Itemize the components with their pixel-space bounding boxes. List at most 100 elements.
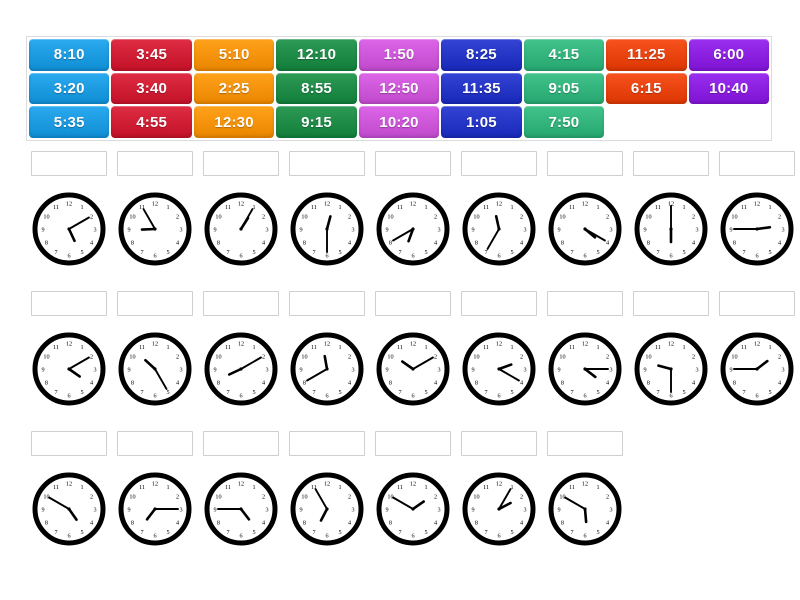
tile-slot-empty: [606, 106, 686, 138]
answer-drop-box[interactable]: [547, 291, 623, 316]
answer-drop-box[interactable]: [289, 431, 365, 456]
answer-drop-box[interactable]: [547, 151, 623, 176]
svg-text:3: 3: [351, 366, 354, 373]
time-tile[interactable]: 5:35: [29, 106, 110, 138]
svg-text:11: 11: [397, 484, 403, 491]
svg-text:7: 7: [226, 249, 229, 256]
svg-text:10: 10: [645, 213, 651, 220]
svg-text:10: 10: [43, 213, 49, 220]
answer-drop-box[interactable]: [461, 291, 537, 316]
svg-text:8: 8: [733, 239, 736, 246]
svg-text:12: 12: [238, 340, 244, 347]
time-tile[interactable]: 7:50: [523, 106, 605, 138]
time-tile[interactable]: 11:25: [606, 39, 687, 71]
answer-drop-box[interactable]: [375, 431, 451, 456]
answer-drop-box[interactable]: [633, 151, 709, 176]
answer-drop-box[interactable]: [633, 291, 709, 316]
svg-text:10: 10: [129, 213, 135, 220]
time-tile[interactable]: 5:10: [193, 39, 275, 71]
time-tile[interactable]: 10:40: [688, 72, 769, 105]
svg-text:2: 2: [778, 353, 781, 360]
answer-drop-box[interactable]: [461, 431, 537, 456]
answer-drop-box[interactable]: [31, 151, 107, 176]
answer-drop-box[interactable]: [719, 151, 795, 176]
svg-text:9: 9: [127, 366, 130, 373]
time-tile[interactable]: 2:25: [193, 72, 275, 105]
time-tile[interactable]: 1:05: [441, 106, 522, 138]
time-tile[interactable]: 10:20: [358, 106, 440, 138]
time-tile[interactable]: 9:15: [276, 106, 357, 138]
svg-text:6: 6: [497, 532, 500, 539]
svg-text:1: 1: [166, 484, 169, 491]
time-tile[interactable]: 9:05: [523, 72, 605, 105]
time-tile[interactable]: 3:45: [111, 39, 192, 71]
answer-drop-box[interactable]: [31, 291, 107, 316]
svg-text:10: 10: [129, 353, 135, 360]
clock-face-icon: 12 1 2 3 4 5 6 7 8 9 10 11: [117, 188, 193, 270]
time-tile[interactable]: 8:10: [29, 39, 110, 71]
answer-drop-box[interactable]: [375, 291, 451, 316]
answer-drop-box[interactable]: [117, 291, 193, 316]
clock-face-icon: 12 1 2 3 4 5 6 7 8 9 10 11: [461, 328, 537, 410]
answer-drop-box[interactable]: [117, 151, 193, 176]
svg-text:4: 4: [606, 379, 609, 386]
clock-face-icon: 12 1 2 3 4 5 6 7 8 9 10 11: [31, 328, 107, 410]
svg-text:1: 1: [338, 484, 341, 491]
svg-text:6: 6: [67, 532, 70, 539]
svg-text:6: 6: [325, 532, 328, 539]
svg-text:5: 5: [166, 389, 169, 396]
time-tile[interactable]: 1:50: [358, 39, 440, 71]
time-tile[interactable]: 12:10: [276, 39, 357, 71]
svg-text:6: 6: [325, 252, 328, 259]
time-tile[interactable]: 8:55: [276, 72, 357, 105]
svg-text:3: 3: [523, 366, 526, 373]
svg-text:6: 6: [153, 532, 156, 539]
time-tile[interactable]: 3:40: [111, 72, 192, 105]
svg-text:6: 6: [583, 532, 586, 539]
svg-text:12: 12: [496, 200, 502, 207]
svg-text:2: 2: [90, 493, 93, 500]
clock-face-icon: 12 1 2 3 4 5 6 7 8 9 10 11: [375, 468, 451, 550]
svg-text:4: 4: [778, 239, 781, 246]
time-tile[interactable]: 12:30: [193, 106, 275, 138]
answer-drop-box[interactable]: [203, 151, 279, 176]
svg-text:10: 10: [215, 353, 221, 360]
svg-text:10: 10: [215, 493, 221, 500]
time-tile[interactable]: 12:50: [358, 72, 440, 105]
tile-bank-grid: 8:10 3:45 5:10 12:10 1:50 8:25 4:15 11:25 6:00 3:…: [29, 39, 769, 138]
time-tile[interactable]: 4:15: [523, 39, 605, 71]
svg-text:9: 9: [471, 366, 474, 373]
answer-drop-box[interactable]: [31, 431, 107, 456]
svg-text:3: 3: [179, 366, 182, 373]
svg-text:11: 11: [655, 204, 661, 211]
svg-text:11: 11: [139, 484, 145, 491]
answer-drop-box[interactable]: [547, 431, 623, 456]
svg-text:11: 11: [569, 204, 575, 211]
time-tile[interactable]: 11:35: [441, 72, 522, 105]
answer-drop-box[interactable]: [289, 151, 365, 176]
answer-drop-box[interactable]: [203, 291, 279, 316]
answer-drop-box[interactable]: [719, 291, 795, 316]
answer-drop-box[interactable]: [375, 151, 451, 176]
svg-text:4: 4: [692, 379, 695, 386]
answer-drop-box[interactable]: [461, 151, 537, 176]
svg-text:4: 4: [434, 519, 437, 526]
time-tile[interactable]: 3:20: [29, 72, 110, 105]
tile-bank: 8:10 3:45 5:10 12:10 1:50 8:25 4:15 11:25 6:00 3:…: [26, 36, 772, 141]
svg-text:4: 4: [262, 379, 265, 386]
svg-text:11: 11: [225, 484, 231, 491]
answer-drop-box[interactable]: [203, 431, 279, 456]
time-tile[interactable]: 4:55: [111, 106, 192, 138]
time-tile[interactable]: 6:00: [688, 39, 769, 71]
svg-text:9: 9: [41, 226, 44, 233]
time-tile[interactable]: 8:25: [441, 39, 522, 71]
svg-text:2: 2: [520, 493, 523, 500]
svg-text:6: 6: [67, 392, 70, 399]
svg-text:9: 9: [41, 506, 44, 513]
svg-text:7: 7: [54, 529, 57, 536]
answer-drop-box[interactable]: [289, 291, 365, 316]
answer-drop-box[interactable]: [117, 431, 193, 456]
svg-text:3: 3: [93, 506, 96, 513]
time-tile[interactable]: 6:15: [606, 72, 687, 105]
svg-text:10: 10: [559, 213, 565, 220]
